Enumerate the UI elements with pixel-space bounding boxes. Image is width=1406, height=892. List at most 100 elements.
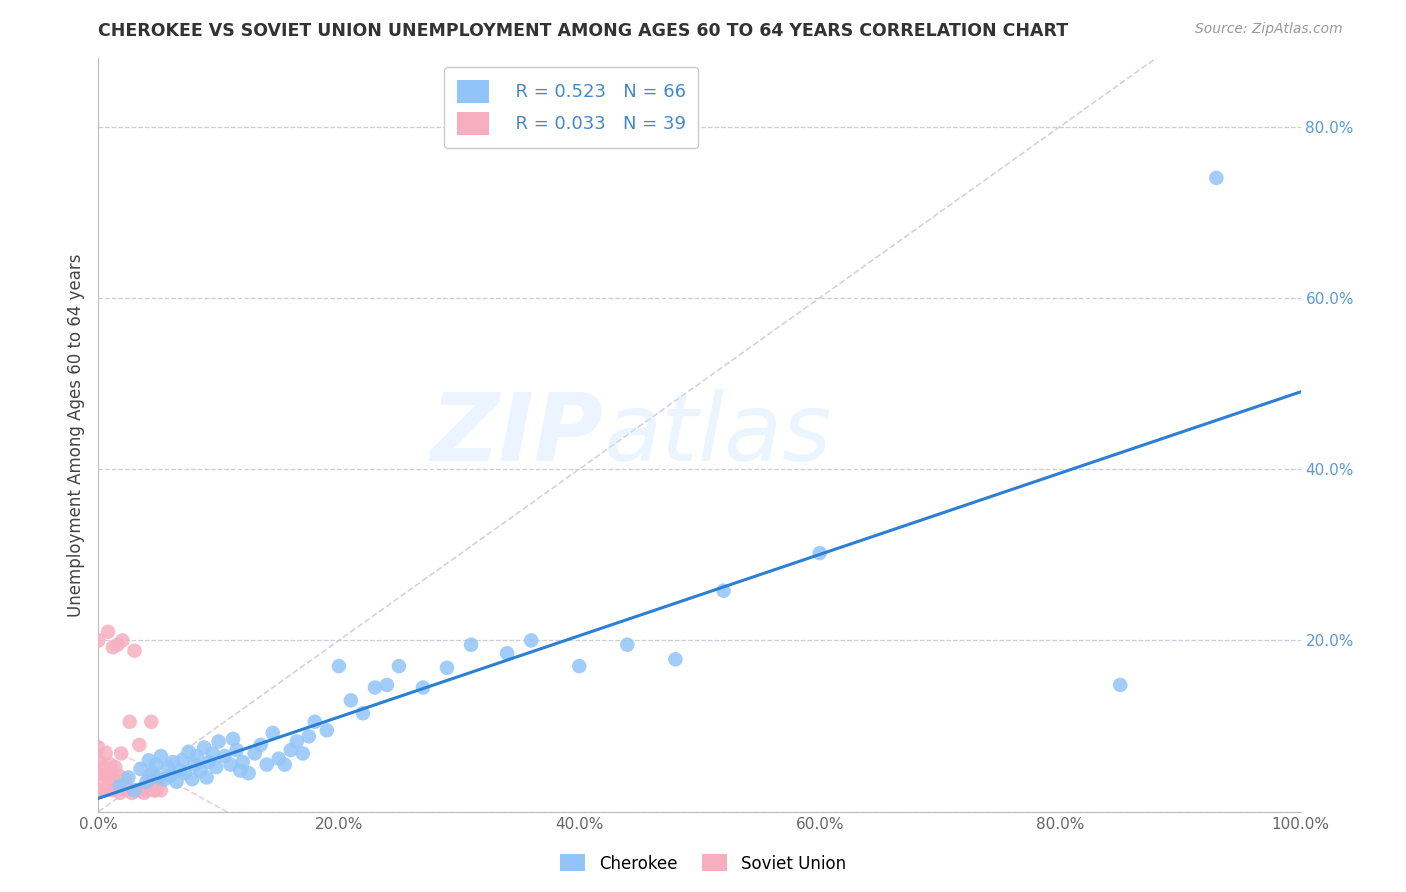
Legend: Cherokee, Soviet Union: Cherokee, Soviet Union	[554, 847, 852, 880]
Point	[205, 760, 228, 774]
Y-axis label: Unemployment Among Ages 60 to 64 years: Unemployment Among Ages 60 to 64 years	[67, 253, 86, 616]
Text: CHEROKEE VS SOVIET UNION UNEMPLOYMENT AMONG AGES 60 TO 64 YEARS CORRELATION CHAR: CHEROKEE VS SOVIET UNION UNEMPLOYMENT AM…	[98, 22, 1069, 40]
Point	[149, 783, 172, 797]
Point	[114, 772, 136, 787]
Legend:   R = 0.523   N = 66,   R = 0.033   N = 39: R = 0.523 N = 66, R = 0.033 N = 39	[444, 67, 699, 148]
Point	[412, 681, 434, 695]
Point	[169, 764, 191, 778]
Point	[436, 661, 458, 675]
Point	[352, 706, 374, 721]
Point	[153, 772, 176, 787]
Point	[243, 747, 266, 761]
Point	[148, 777, 170, 791]
Point	[232, 755, 254, 769]
Point	[616, 638, 638, 652]
Point	[198, 755, 221, 769]
Point	[388, 659, 411, 673]
Point	[229, 764, 252, 778]
Point	[193, 740, 215, 755]
Point	[328, 659, 350, 673]
Point	[141, 766, 163, 780]
Text: atlas: atlas	[603, 389, 831, 481]
Point	[201, 747, 224, 761]
Point	[107, 638, 129, 652]
Point	[298, 730, 321, 744]
Point	[108, 779, 131, 793]
Point	[222, 731, 245, 746]
Point	[128, 738, 150, 752]
Point	[87, 633, 110, 648]
Point	[96, 769, 118, 783]
Point	[340, 693, 363, 707]
Point	[124, 783, 146, 797]
Point	[249, 738, 271, 752]
Text: Source: ZipAtlas.com: Source: ZipAtlas.com	[1195, 22, 1343, 37]
Point	[166, 774, 188, 789]
Point	[364, 681, 387, 695]
Point	[108, 786, 131, 800]
Point	[103, 772, 125, 787]
Point	[93, 783, 115, 797]
Point	[713, 583, 735, 598]
Point	[304, 714, 326, 729]
Point	[91, 760, 114, 774]
Point	[97, 624, 120, 639]
Point	[274, 757, 297, 772]
Point	[100, 783, 122, 797]
Point	[157, 760, 180, 774]
Point	[285, 734, 308, 748]
Point	[111, 633, 134, 648]
Point	[219, 757, 242, 772]
Point	[190, 764, 212, 778]
Point	[132, 786, 155, 800]
Point	[181, 772, 204, 787]
Point	[142, 783, 165, 797]
Point	[104, 760, 127, 774]
Point	[100, 757, 122, 772]
Point	[145, 757, 167, 772]
Point	[162, 755, 184, 769]
Point	[101, 640, 124, 655]
Point	[664, 652, 686, 666]
Point	[262, 726, 284, 740]
Point	[117, 771, 139, 785]
Point	[129, 762, 152, 776]
Point	[808, 546, 831, 560]
Text: ZIP: ZIP	[430, 389, 603, 481]
Point	[375, 678, 398, 692]
Point	[87, 783, 110, 797]
Point	[87, 753, 110, 767]
Point	[141, 714, 163, 729]
Point	[121, 786, 143, 800]
Point	[496, 646, 519, 660]
Point	[131, 783, 153, 797]
Point	[124, 643, 146, 657]
Point	[135, 774, 157, 789]
Point	[135, 783, 157, 797]
Point	[225, 743, 247, 757]
Point	[256, 757, 278, 772]
Point	[87, 766, 110, 780]
Point	[186, 749, 208, 764]
Point	[460, 638, 482, 652]
Point	[159, 769, 181, 783]
Point	[105, 780, 128, 795]
Point	[149, 749, 172, 764]
Point	[183, 757, 205, 772]
Point	[174, 766, 197, 780]
Point	[172, 753, 194, 767]
Point	[195, 771, 218, 785]
Point	[177, 745, 200, 759]
Point	[315, 723, 337, 738]
Point	[280, 743, 302, 757]
Point	[125, 783, 148, 797]
Point	[98, 772, 121, 787]
Point	[208, 734, 231, 748]
Point	[87, 740, 110, 755]
Point	[118, 714, 141, 729]
Point	[108, 769, 131, 783]
Point	[145, 783, 167, 797]
Point	[110, 747, 132, 761]
Point	[94, 747, 117, 761]
Point	[214, 749, 236, 764]
